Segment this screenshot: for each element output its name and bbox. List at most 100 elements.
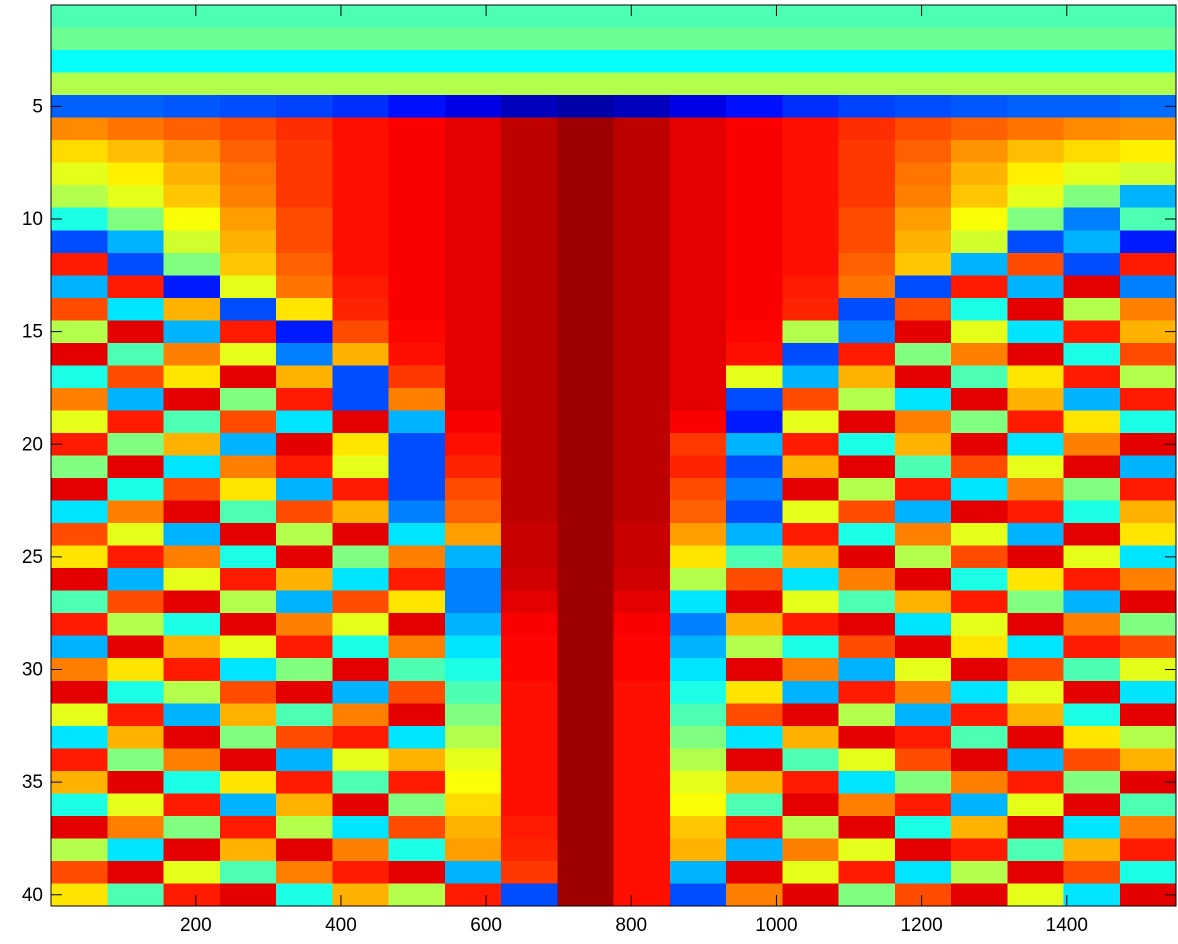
heatmap-cell: [557, 748, 615, 772]
heatmap-cell: [1007, 838, 1065, 862]
heatmap-cell: [951, 860, 1008, 885]
heatmap-cell: [276, 365, 333, 389]
heatmap-cell: [782, 207, 840, 231]
heatmap-cell: [557, 275, 615, 299]
heatmap-cell: [388, 455, 446, 479]
heatmap-cell: [613, 500, 671, 524]
heatmap-cell: [782, 432, 840, 457]
heatmap-cell: [1063, 725, 1121, 749]
heatmap-cell: [219, 815, 277, 840]
heatmap-cell: [501, 207, 558, 231]
heatmap-cell: [557, 297, 615, 321]
heatmap-cell: [1119, 545, 1177, 569]
heatmap-cell: [1119, 185, 1177, 209]
heatmap-cell: [782, 252, 840, 276]
heatmap-cell: [613, 410, 671, 434]
heatmap-cell: [107, 320, 165, 344]
heatmap-cell: [782, 883, 840, 907]
heatmap-cell: [444, 342, 502, 366]
heatmap-cell: [613, 432, 671, 457]
heatmap-cell: [669, 5, 727, 29]
heatmap-cell: [501, 770, 558, 794]
heatmap-cell: [107, 72, 165, 96]
heatmap-cell: [1007, 162, 1065, 186]
heatmap-cell: [894, 770, 952, 794]
y-tick-label: 30: [22, 660, 43, 681]
heatmap-cell: [501, 162, 558, 186]
heatmap-cell: [219, 568, 277, 592]
heatmap-cell: [1119, 5, 1177, 29]
heatmap-cell: [669, 162, 727, 186]
heatmap-cell: [163, 50, 221, 74]
heatmap-cell: [726, 613, 783, 637]
heatmap-cell: [1119, 838, 1177, 862]
heatmap-cell: [1007, 230, 1065, 254]
heatmap-cell: [1119, 117, 1177, 141]
heatmap-cell: [669, 770, 727, 794]
heatmap-cell: [219, 50, 277, 74]
heatmap-cell: [951, 320, 1008, 344]
heatmap-cell: [838, 50, 896, 74]
heatmap-cell: [219, 230, 277, 254]
heatmap-cell: [951, 72, 1008, 96]
heatmap-cell: [726, 500, 783, 524]
heatmap-cell: [332, 815, 390, 840]
heatmap-cell: [107, 252, 165, 276]
heatmap-cell: [444, 5, 502, 29]
heatmap-cell: [557, 342, 615, 366]
heatmap-cell: [557, 590, 615, 614]
heatmap-cell: [276, 793, 333, 817]
heatmap-cell: [726, 50, 783, 74]
heatmap-cell: [51, 365, 108, 389]
heatmap-cell: [669, 72, 727, 96]
heatmap-cell: [219, 680, 277, 704]
heatmap-cell: [557, 703, 615, 727]
heatmap-cell: [951, 523, 1008, 547]
heatmap-cell: [726, 703, 783, 727]
heatmap-cell: [613, 748, 671, 772]
heatmap-cell: [726, 342, 783, 366]
heatmap-cell: [107, 883, 165, 907]
heatmap-cell: [388, 320, 446, 344]
heatmap-cell: [501, 860, 558, 885]
heatmap-cell: [1007, 207, 1065, 231]
heatmap-cell: [163, 230, 221, 254]
heatmap-cell: [838, 838, 896, 862]
heatmap-cell: [388, 613, 446, 637]
heatmap-cell: [276, 455, 333, 479]
heatmap-cell: [51, 860, 108, 885]
heatmap-cell: [669, 320, 727, 344]
heatmap-cell: [51, 523, 108, 547]
heatmap-cell: [444, 860, 502, 885]
heatmap-cell: [838, 297, 896, 321]
heatmap-cell: [613, 162, 671, 186]
heatmap-cell: [501, 613, 558, 637]
heatmap-cell: [332, 50, 390, 74]
heatmap-cell: [444, 230, 502, 254]
heatmap-cell: [444, 568, 502, 592]
heatmap-cell: [669, 860, 727, 885]
heatmap-cell: [1063, 590, 1121, 614]
heatmap-cell: [163, 680, 221, 704]
heatmap-cell: [951, 297, 1008, 321]
heatmap-cell: [219, 27, 277, 51]
heatmap-cell: [332, 140, 390, 164]
heatmap-cell: [219, 117, 277, 141]
heatmap-cell: [838, 455, 896, 479]
heatmap-cell: [951, 365, 1008, 389]
heatmap-cell: [332, 342, 390, 366]
heatmap-cell: [1063, 117, 1121, 141]
heatmap-cell: [51, 27, 108, 51]
heatmap-cell: [332, 613, 390, 637]
heatmap-cell: [1007, 50, 1065, 74]
heatmap-cell: [557, 860, 615, 885]
heatmap-cell: [726, 365, 783, 389]
heatmap-cell: [501, 72, 558, 96]
heatmap-cell: [107, 590, 165, 614]
heatmap-cell: [838, 500, 896, 524]
heatmap-cell: [163, 27, 221, 51]
heatmap-cell: [782, 342, 840, 366]
heatmap-cell: [276, 410, 333, 434]
heatmap-cell: [669, 635, 727, 659]
heatmap-cell: [894, 883, 952, 907]
